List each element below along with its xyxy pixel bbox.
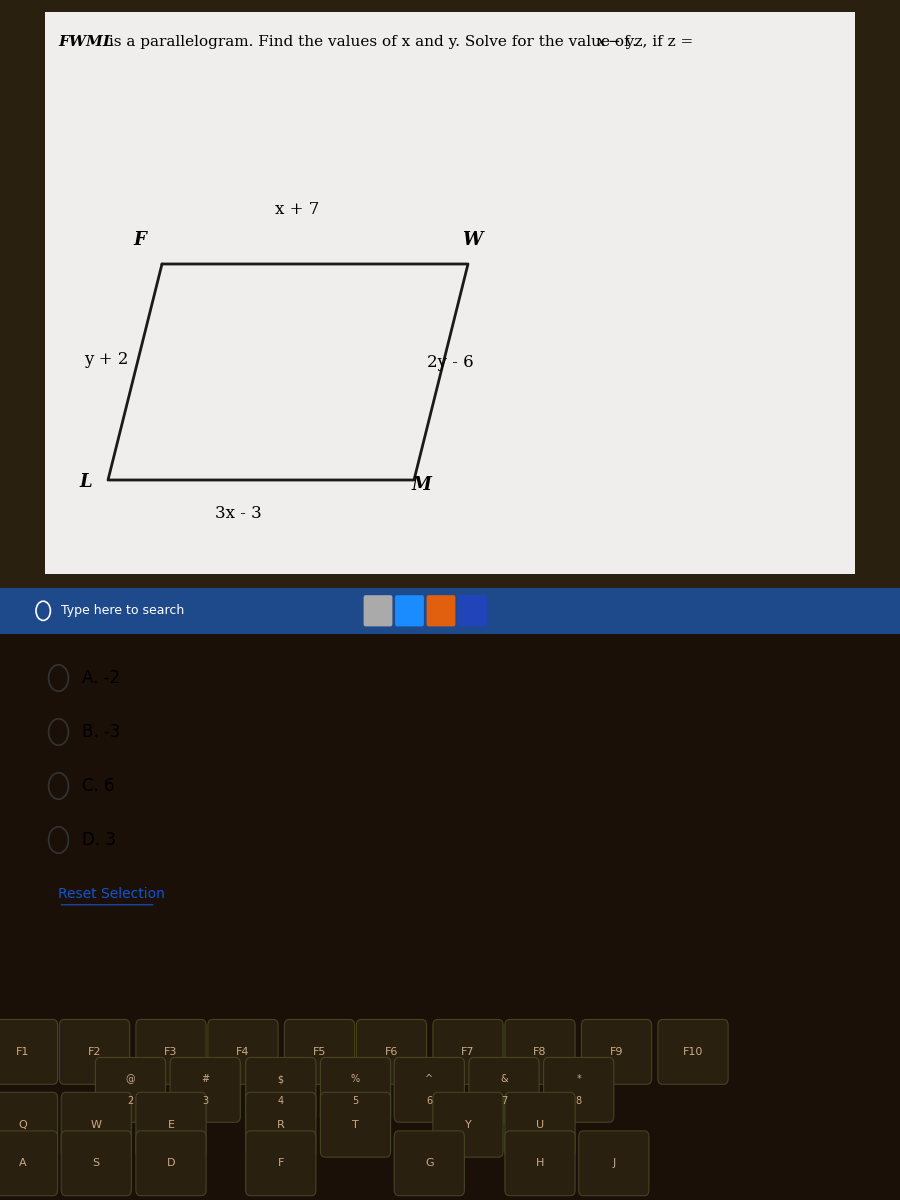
FancyBboxPatch shape xyxy=(364,595,392,626)
Text: FWML: FWML xyxy=(58,35,114,49)
FancyBboxPatch shape xyxy=(170,1057,240,1122)
FancyBboxPatch shape xyxy=(246,1130,316,1195)
FancyBboxPatch shape xyxy=(394,1130,464,1195)
FancyBboxPatch shape xyxy=(658,1020,728,1085)
Text: 5: 5 xyxy=(353,1096,358,1105)
FancyBboxPatch shape xyxy=(433,1092,503,1157)
FancyBboxPatch shape xyxy=(136,1020,206,1085)
Text: M: M xyxy=(411,475,431,494)
Text: F5: F5 xyxy=(313,1046,326,1057)
FancyBboxPatch shape xyxy=(544,1057,614,1122)
Text: A. -2: A. -2 xyxy=(82,670,120,686)
Text: Type here to search: Type here to search xyxy=(61,605,184,617)
Text: x + 7: x + 7 xyxy=(274,202,320,218)
Text: A: A xyxy=(19,1158,26,1169)
Text: Reset Selection: Reset Selection xyxy=(58,887,166,901)
FancyBboxPatch shape xyxy=(0,588,900,634)
Text: F: F xyxy=(133,230,146,248)
Text: Q: Q xyxy=(18,1120,27,1129)
FancyBboxPatch shape xyxy=(61,1092,131,1157)
FancyBboxPatch shape xyxy=(458,595,487,626)
Text: x: x xyxy=(597,35,606,49)
FancyBboxPatch shape xyxy=(356,1020,427,1085)
FancyBboxPatch shape xyxy=(0,1130,58,1195)
FancyBboxPatch shape xyxy=(0,1020,58,1085)
Text: C. 6: C. 6 xyxy=(82,778,114,796)
Text: @: @ xyxy=(126,1074,135,1084)
Text: ^: ^ xyxy=(425,1074,434,1084)
Text: 8: 8 xyxy=(576,1096,581,1105)
Text: E: E xyxy=(167,1120,175,1129)
Text: F9: F9 xyxy=(610,1046,623,1057)
Text: 2: 2 xyxy=(128,1096,133,1105)
Text: 7: 7 xyxy=(501,1096,507,1105)
FancyBboxPatch shape xyxy=(320,1057,391,1122)
Text: H: H xyxy=(536,1158,544,1169)
FancyBboxPatch shape xyxy=(246,1057,316,1122)
Text: F3: F3 xyxy=(165,1046,177,1057)
Text: U: U xyxy=(536,1120,544,1129)
Text: − y.: − y. xyxy=(608,35,637,49)
Text: F4: F4 xyxy=(236,1046,250,1057)
Text: D: D xyxy=(166,1158,176,1169)
Text: R: R xyxy=(277,1120,284,1129)
Text: L: L xyxy=(79,473,92,492)
FancyBboxPatch shape xyxy=(246,1092,316,1157)
FancyBboxPatch shape xyxy=(61,1130,131,1195)
Text: y + 2: y + 2 xyxy=(84,352,129,368)
Text: 2y - 6: 2y - 6 xyxy=(427,354,473,371)
Text: is a parallelogram. Find the values of x and y. Solve for the value of z, if z =: is a parallelogram. Find the values of x… xyxy=(104,35,698,49)
Text: &: & xyxy=(500,1074,508,1084)
Text: F7: F7 xyxy=(461,1046,475,1057)
FancyBboxPatch shape xyxy=(0,0,900,12)
FancyBboxPatch shape xyxy=(136,1092,206,1157)
FancyBboxPatch shape xyxy=(505,1092,575,1157)
Text: G: G xyxy=(425,1158,434,1169)
FancyBboxPatch shape xyxy=(505,1020,575,1085)
FancyBboxPatch shape xyxy=(469,1057,539,1122)
FancyBboxPatch shape xyxy=(320,1092,391,1157)
FancyBboxPatch shape xyxy=(581,1020,652,1085)
FancyBboxPatch shape xyxy=(0,1092,58,1157)
Text: T: T xyxy=(352,1120,359,1129)
Text: 4: 4 xyxy=(278,1096,284,1105)
FancyBboxPatch shape xyxy=(136,1130,206,1195)
FancyBboxPatch shape xyxy=(855,0,900,588)
FancyBboxPatch shape xyxy=(579,1130,649,1195)
FancyBboxPatch shape xyxy=(0,0,45,588)
FancyBboxPatch shape xyxy=(208,1020,278,1085)
Text: B. -3: B. -3 xyxy=(82,722,121,740)
Text: 6: 6 xyxy=(427,1096,432,1105)
Text: 3: 3 xyxy=(202,1096,208,1105)
FancyBboxPatch shape xyxy=(427,595,455,626)
Text: *: * xyxy=(576,1074,581,1084)
Text: F: F xyxy=(277,1158,284,1169)
Text: W: W xyxy=(463,230,482,248)
FancyBboxPatch shape xyxy=(45,12,855,574)
Text: F1: F1 xyxy=(16,1046,29,1057)
FancyBboxPatch shape xyxy=(284,1020,355,1085)
FancyBboxPatch shape xyxy=(0,574,900,588)
Text: $: $ xyxy=(278,1074,284,1084)
Text: F6: F6 xyxy=(385,1046,398,1057)
Text: D. 3: D. 3 xyxy=(82,830,116,850)
Text: %: % xyxy=(351,1074,360,1084)
Text: F10: F10 xyxy=(683,1046,703,1057)
Text: F8: F8 xyxy=(533,1046,547,1057)
Text: 3x - 3: 3x - 3 xyxy=(215,505,262,522)
FancyBboxPatch shape xyxy=(394,1057,464,1122)
Text: Y: Y xyxy=(464,1120,472,1129)
Text: W: W xyxy=(91,1120,102,1129)
FancyBboxPatch shape xyxy=(433,1020,503,1085)
FancyBboxPatch shape xyxy=(395,595,424,626)
FancyBboxPatch shape xyxy=(505,1130,575,1195)
Text: F2: F2 xyxy=(88,1046,101,1057)
FancyBboxPatch shape xyxy=(59,1020,130,1085)
FancyBboxPatch shape xyxy=(0,534,900,588)
FancyBboxPatch shape xyxy=(95,1057,166,1122)
Text: S: S xyxy=(93,1158,100,1169)
FancyBboxPatch shape xyxy=(0,588,900,1200)
Text: J: J xyxy=(612,1158,616,1169)
Text: #: # xyxy=(201,1074,210,1084)
